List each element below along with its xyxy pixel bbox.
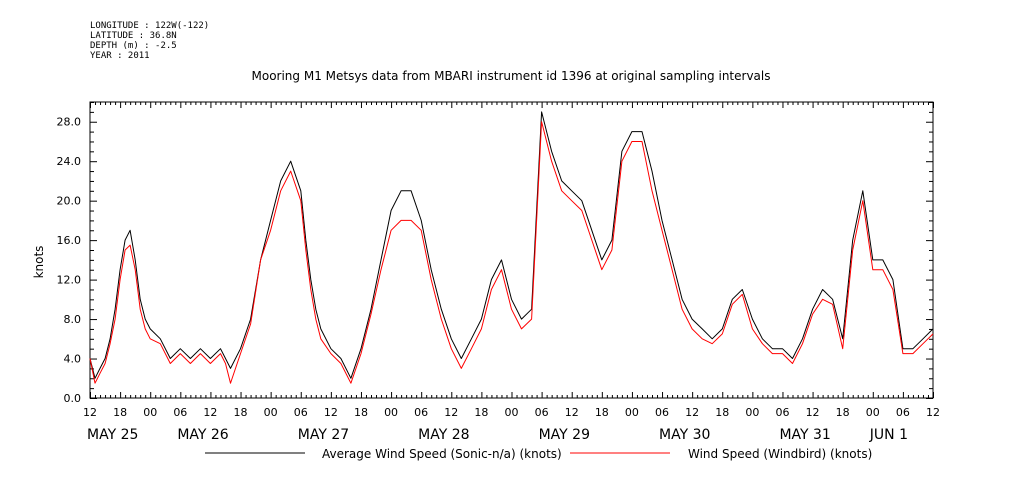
y-tick-label: 28.0 <box>57 116 82 129</box>
x-tick-label: 18 <box>836 406 850 419</box>
longitude-label: LONGITUDE : 122W(-122) <box>90 21 210 31</box>
x-tick-label: 00 <box>866 406 880 419</box>
y-tick-label: 4.0 <box>64 353 82 366</box>
x-date-label: MAY 30 <box>659 427 710 443</box>
x-date-label: MAY 27 <box>298 427 349 443</box>
x-tick-label: 18 <box>113 406 127 419</box>
x-tick-label: 18 <box>234 406 248 419</box>
x-tick-label: 06 <box>173 406 187 419</box>
x-tick-label: 00 <box>143 406 157 419</box>
series-lines <box>89 111 934 384</box>
x-date-label: JUN 1 <box>869 427 908 443</box>
y-tick-label: 24.0 <box>57 155 82 168</box>
x-date-labels: MAY 25 MAY 26 MAY 27 MAY 28 MAY 29 MAY 30 MAY … <box>87 427 908 443</box>
x-tick-label: 06 <box>775 406 789 419</box>
series-line-windbird-wind-speed <box>89 121 934 384</box>
chart-title: Mooring M1 Metsys data from MBARI instru… <box>252 69 771 83</box>
plot-frame <box>89 101 934 399</box>
x-date-label: MAY 28 <box>418 427 469 443</box>
x-tick-label: 12 <box>806 406 820 419</box>
x-tick-label: 00 <box>505 406 519 419</box>
x-tick-label: 06 <box>896 406 910 419</box>
depth-label: DEPTH (m) : -2.5 <box>90 41 177 51</box>
legend-label-average: Average Wind Speed (Sonic-n/a) (knots) <box>322 447 562 461</box>
x-date-label: MAY 26 <box>177 427 228 443</box>
x-tick-label: 06 <box>655 406 669 419</box>
x-tick-label: 06 <box>535 406 549 419</box>
x-tick-label: 00 <box>384 406 398 419</box>
x-tick-label: 18 <box>354 406 368 419</box>
y-axis-label: knots <box>32 246 46 279</box>
x-tick-label: 00 <box>745 406 759 419</box>
y-tick-label: 12.0 <box>57 274 82 287</box>
x-tick-label: 00 <box>625 406 639 419</box>
x-tick-label: 06 <box>414 406 428 419</box>
x-tick-label: 12 <box>565 406 579 419</box>
y-tick-label: 20.0 <box>57 195 82 208</box>
series-line-average-wind-speed <box>89 111 934 379</box>
metadata-block: LONGITUDE : 122W(-122) LATITUDE : 36.8N … <box>90 21 209 61</box>
y-tick-label: 16.0 <box>57 234 82 247</box>
y-tick-labels: 0.0 4.0 8.0 12.0 16.0 20.0 24.0 28.0 <box>57 116 82 405</box>
legend-label-windbird: Wind Speed (Windbird) (knots) <box>688 447 872 461</box>
y-tick-label: 0.0 <box>64 392 82 405</box>
x-tick-label: 12 <box>83 406 97 419</box>
x-tick-label: 18 <box>715 406 729 419</box>
year-label: YEAR : 2011 <box>90 51 150 61</box>
x-tick-label: 18 <box>595 406 609 419</box>
x-tick-label: 12 <box>444 406 458 419</box>
x-tick-label: 06 <box>294 406 308 419</box>
x-tick-label: 12 <box>324 406 338 419</box>
y-tick-label: 8.0 <box>64 313 82 326</box>
legend: Average Wind Speed (Sonic-n/a) (knots) W… <box>205 447 872 461</box>
x-date-label: MAY 31 <box>779 427 830 443</box>
x-date-label: MAY 29 <box>539 427 590 443</box>
latitude-label: LATITUDE : 36.8N <box>90 31 177 41</box>
x-tick-label: 12 <box>685 406 699 419</box>
x-tick-labels: 12 18 00 06 12 18 00 06 12 18 00 06 12 18 00 06 12 18 00 06… <box>83 406 940 419</box>
x-date-label: MAY 25 <box>87 427 138 443</box>
x-tick-label: 00 <box>264 406 278 419</box>
x-tick-label: 18 <box>474 406 488 419</box>
x-tick-label: 12 <box>926 406 940 419</box>
axis-ticks <box>90 102 934 399</box>
x-tick-label: 12 <box>203 406 217 419</box>
